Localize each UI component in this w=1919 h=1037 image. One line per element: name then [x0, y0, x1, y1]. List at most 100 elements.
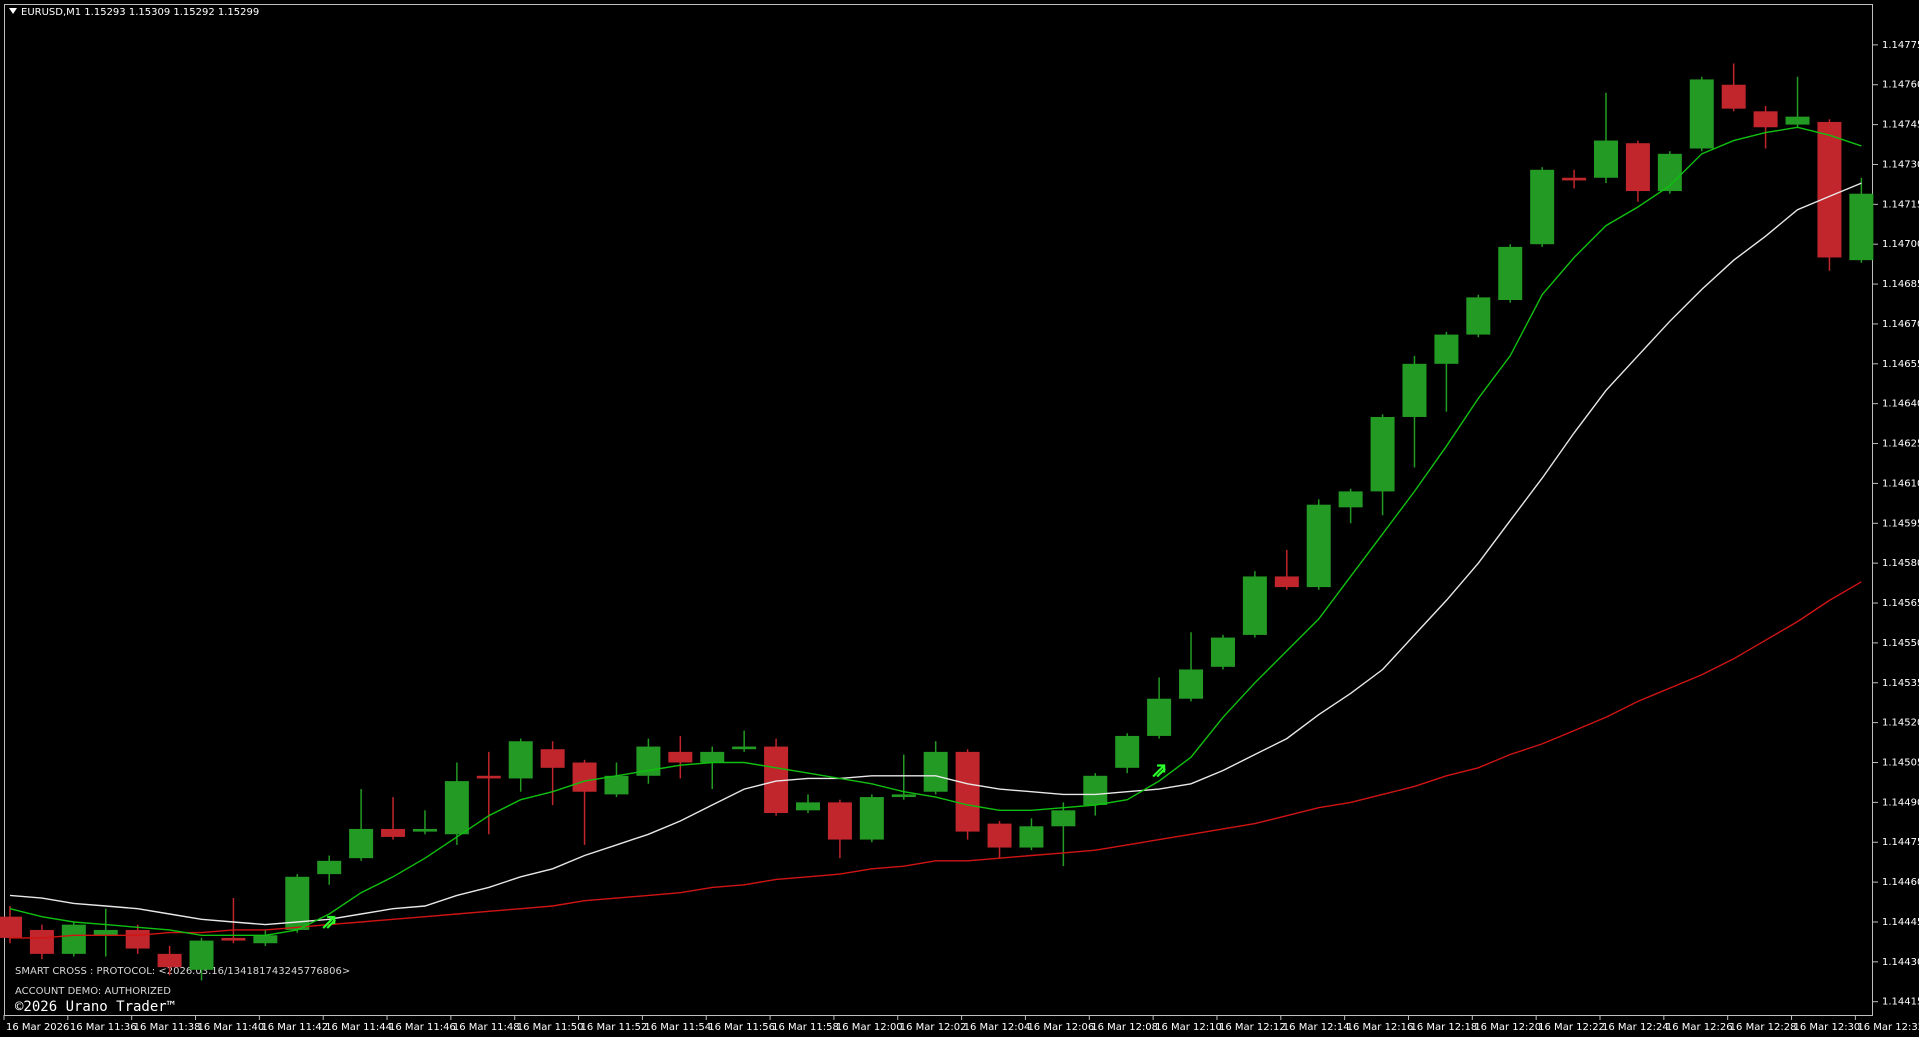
x-tick-label: 16 Mar 12:04 — [964, 1022, 1031, 1033]
x-tick-label: 16 Mar 12:14 — [1283, 1022, 1350, 1033]
candle-body — [891, 794, 916, 798]
annotation: ©2026 Urano Trader™ — [15, 999, 175, 1015]
candle-body — [221, 937, 246, 941]
y-tick-label: 1.14415 — [1882, 997, 1919, 1008]
candle-body — [572, 762, 597, 792]
x-tick-label: 16 Mar 12:32 — [1857, 1022, 1919, 1033]
annotation: SMART CROSS : PROTOCOL: <2026.03.16/1341… — [15, 966, 350, 977]
y-tick-label: 1.14580 — [1882, 558, 1919, 569]
candle-body — [253, 935, 278, 944]
candle-body — [1274, 576, 1299, 588]
candle-body — [1689, 79, 1714, 149]
candle-body — [1817, 121, 1842, 258]
moving-average — [9, 126, 1862, 936]
y-tick-label: 1.14775 — [1882, 40, 1919, 51]
candle-body — [381, 828, 406, 837]
candle-body — [923, 751, 948, 792]
y-tick-label: 1.14520 — [1882, 718, 1919, 729]
y-tick-label: 1.14550 — [1882, 638, 1919, 649]
candle-body — [1434, 334, 1459, 364]
candle-body — [349, 828, 374, 859]
candle-body — [796, 802, 820, 811]
chart-title: EURUSD,M1 1.15293 1.15309 1.15292 1.1529… — [21, 7, 259, 18]
x-tick-label: 16 Mar 12:10 — [1155, 1022, 1222, 1033]
y-tick-label: 1.14655 — [1882, 359, 1919, 370]
candle-body — [1785, 116, 1810, 125]
x-tick-label: 16 Mar 12:26 — [1666, 1022, 1733, 1033]
y-tick-label: 1.14685 — [1882, 279, 1919, 290]
y-tick-label: 1.14505 — [1882, 758, 1919, 769]
candle-body — [1849, 193, 1874, 261]
candle-body — [412, 828, 437, 832]
candle-body — [1051, 810, 1076, 827]
y-tick-label: 1.14625 — [1882, 439, 1919, 450]
candle-body — [444, 781, 469, 835]
x-tick-label: 16 Mar 12:24 — [1602, 1022, 1669, 1033]
x-tick-label: 16 Mar 12:30 — [1794, 1022, 1861, 1033]
x-tick-label: 16 Mar 12:16 — [1347, 1022, 1414, 1033]
x-tick-label: 16 Mar 12:12 — [1219, 1022, 1286, 1033]
x-tick-label: 16 Mar 12:08 — [1091, 1022, 1158, 1033]
y-tick-label: 1.14730 — [1882, 159, 1919, 170]
candle-body — [1115, 735, 1140, 768]
candle-body — [157, 953, 182, 968]
y-tick-label: 1.14640 — [1882, 399, 1919, 410]
y-tick-label: 1.14475 — [1882, 837, 1919, 848]
candle-body — [668, 751, 693, 763]
x-tick-label: 16 Mar 2026 — [6, 1022, 69, 1033]
y-tick-label: 1.14700 — [1882, 239, 1919, 250]
candle-body — [732, 746, 757, 750]
candle-body — [0, 916, 22, 938]
x-tick-label: 16 Mar 12:18 — [1410, 1022, 1477, 1033]
x-tick-label: 16 Mar 11:48 — [453, 1022, 520, 1033]
candle-body — [1402, 363, 1427, 417]
candle-body — [1242, 576, 1267, 635]
x-tick-label: 16 Mar 12:06 — [1027, 1022, 1094, 1033]
buy-signal — [1152, 764, 1166, 778]
y-tick-label: 1.14670 — [1882, 319, 1919, 330]
x-tick-label: 16 Mar 12:20 — [1474, 1022, 1541, 1033]
candle-body — [1306, 504, 1331, 588]
x-tick-label: 16 Mar 12:00 — [836, 1022, 903, 1033]
candle-body — [955, 751, 980, 832]
candle-body — [540, 749, 565, 768]
y-tick-label: 1.14595 — [1882, 518, 1919, 529]
x-tick-label: 16 Mar 11:40 — [198, 1022, 265, 1033]
candle-body — [859, 797, 884, 840]
buy-signal — [322, 915, 336, 929]
candle-body — [604, 775, 629, 795]
candle-body — [508, 741, 533, 779]
x-tick-label: 16 Mar 11:58 — [772, 1022, 839, 1033]
candle-body — [1594, 140, 1618, 178]
y-tick-label: 1.14490 — [1882, 797, 1919, 808]
candle-body — [700, 751, 725, 763]
x-tick-label: 16 Mar 11:36 — [70, 1022, 137, 1033]
x-tick-label: 16 Mar 11:38 — [134, 1022, 201, 1033]
candle-body — [1530, 169, 1555, 245]
candle-body — [1498, 246, 1523, 301]
x-tick-label: 16 Mar 12:22 — [1538, 1022, 1605, 1033]
candle-body — [987, 823, 1012, 848]
x-tick-label: 16 Mar 11:52 — [581, 1022, 648, 1033]
candle-body — [827, 802, 852, 840]
candle-body — [1721, 84, 1746, 109]
y-tick-label: 1.14445 — [1882, 917, 1919, 928]
x-tick-label: 16 Mar 11:56 — [708, 1022, 775, 1033]
candle-body — [1753, 111, 1778, 128]
y-tick-label: 1.14760 — [1882, 80, 1919, 91]
y-tick-label: 1.14535 — [1882, 678, 1919, 689]
collapse-icon[interactable] — [9, 8, 17, 14]
candle-body — [1562, 177, 1587, 181]
x-tick-label: 16 Mar 11:54 — [644, 1022, 711, 1033]
x-tick-label: 16 Mar 11:44 — [325, 1022, 392, 1033]
x-tick-label: 16 Mar 12:28 — [1730, 1022, 1797, 1033]
moving-average — [9, 182, 1862, 926]
y-tick-label: 1.14610 — [1882, 478, 1919, 489]
plot-frame — [4, 4, 1873, 1016]
annotation: ACCOUNT DEMO: AUTHORIZED — [15, 986, 171, 997]
y-tick-label: 1.14715 — [1882, 199, 1919, 210]
x-tick-label: 16 Mar 11:42 — [261, 1022, 328, 1033]
candle-body — [1370, 416, 1395, 492]
